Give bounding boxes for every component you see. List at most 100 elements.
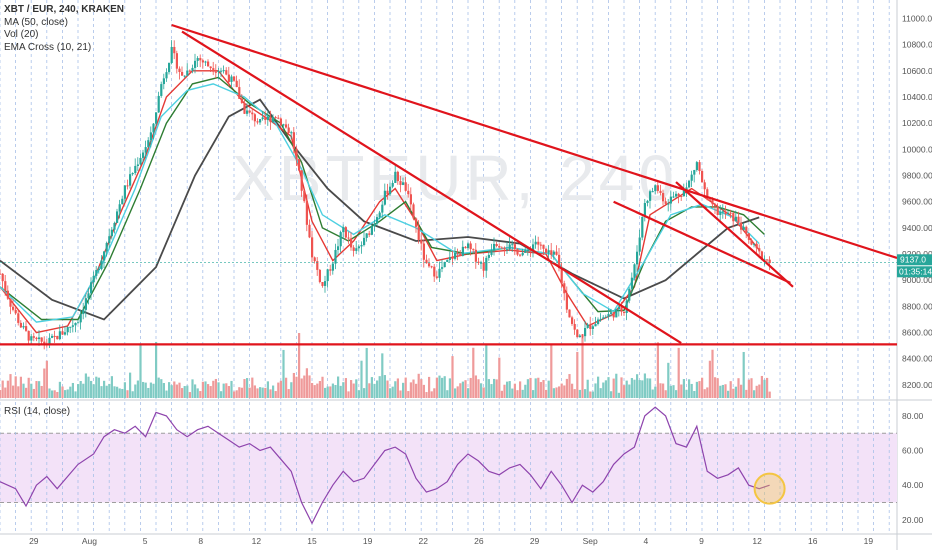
candle-body — [745, 226, 748, 234]
volume-bar — [100, 386, 103, 398]
candle-body — [51, 335, 54, 338]
volume-bar — [597, 376, 600, 398]
volume-bar — [693, 390, 696, 398]
candle-body — [344, 227, 347, 238]
volume-bar — [38, 381, 41, 398]
candle-body — [149, 132, 152, 141]
candle-body — [469, 243, 472, 250]
volume-bar — [316, 383, 319, 398]
volume-bar — [417, 373, 420, 398]
overlay-line — [0, 83, 760, 323]
symbol-title[interactable]: XBT / EUR, 240, KRAKEN — [4, 4, 125, 15]
time-axis-tick: 22 — [419, 536, 429, 546]
candle-body — [443, 261, 446, 268]
volume-bar — [558, 386, 561, 398]
ema-legend[interactable]: EMA Cross (10, 21) — [4, 41, 92, 53]
candle-body — [750, 239, 753, 245]
candle-body — [38, 337, 41, 340]
volume-bar — [339, 385, 342, 398]
candle-body — [422, 243, 425, 260]
candle-body — [173, 46, 176, 54]
overlay-line — [0, 98, 760, 321]
volume-bar — [178, 382, 181, 398]
candle-body — [448, 257, 451, 260]
volume-bar — [524, 384, 527, 398]
candle-body — [664, 201, 667, 204]
candle-body — [581, 335, 584, 337]
candle-body — [35, 337, 38, 340]
volume-bar — [365, 347, 368, 398]
volume-bar — [396, 378, 399, 398]
ma-legend[interactable]: MA (50, close) — [4, 16, 68, 28]
candle-body — [490, 250, 493, 255]
volume-bar — [251, 377, 254, 398]
volume-bar — [672, 385, 675, 398]
volume-bar — [357, 390, 360, 398]
price-axis-tick: 8800.00 — [902, 301, 932, 311]
candle-body — [407, 190, 410, 195]
candle-body — [399, 181, 402, 185]
candle-body — [129, 174, 132, 186]
volume-bar — [74, 391, 77, 398]
countdown-value: 01:35:14 — [899, 266, 932, 276]
rsi-axis-tick: 20.00 — [902, 515, 924, 525]
candle-body — [721, 211, 724, 213]
candle-body — [711, 199, 714, 205]
volume-bar — [454, 388, 457, 398]
volume-bar — [204, 381, 207, 398]
vol-legend[interactable]: Vol (20) — [4, 29, 39, 40]
volume-bar — [506, 381, 509, 398]
price-axis-tick: 9000.00 — [902, 275, 932, 285]
volume-bar — [282, 349, 285, 398]
candle-body — [368, 233, 371, 235]
candle-body — [555, 251, 558, 255]
volume-bar — [108, 383, 111, 398]
candle-body — [568, 309, 571, 318]
candle-body — [201, 60, 204, 63]
candle-body — [508, 244, 511, 250]
volume-bar — [201, 381, 204, 398]
last-price-value: 9137.0 — [900, 254, 926, 264]
time-axis-tick: 19 — [363, 536, 373, 546]
volume-bar — [591, 391, 594, 398]
volume-bar — [529, 377, 532, 398]
candle-body — [147, 140, 150, 148]
candle-body — [25, 326, 28, 331]
volume-bar — [547, 380, 550, 398]
volume-bar — [290, 382, 293, 398]
candle-body — [272, 117, 275, 123]
candle-body — [597, 319, 600, 324]
candle-body — [503, 247, 506, 250]
price-axis-tick: 11000.00 — [902, 13, 932, 23]
volume-bar — [586, 379, 589, 398]
volume-bar — [84, 373, 87, 398]
candle-body — [506, 249, 509, 251]
volume-bar — [389, 388, 392, 398]
candle-body — [498, 245, 501, 248]
candle-body — [760, 251, 763, 260]
volume-bar — [636, 374, 639, 398]
candle-body — [71, 325, 74, 327]
candle-body — [222, 70, 225, 72]
candle-body — [487, 254, 490, 258]
candle-body — [404, 182, 407, 191]
candle-body — [136, 164, 139, 166]
volume-bar — [404, 377, 407, 398]
volume-bar — [534, 378, 537, 398]
volume-bar — [758, 384, 761, 398]
volume-bar — [214, 378, 217, 398]
volume-bar — [435, 377, 438, 398]
candle-body — [248, 110, 251, 113]
volume-bar — [412, 379, 415, 398]
candle-body — [287, 127, 290, 133]
chart-legend: XBT / EUR, 240, KRAKEN MA (50, close) Vo… — [4, 4, 124, 54]
rsi-title[interactable]: RSI (14, close) — [4, 406, 71, 417]
candle-body — [537, 241, 540, 245]
volume-bar — [716, 378, 719, 398]
candle-body — [61, 331, 64, 335]
candle-body — [628, 288, 631, 301]
volume-bar — [14, 376, 17, 398]
candle-body — [446, 259, 449, 262]
volume-bar — [719, 385, 722, 398]
